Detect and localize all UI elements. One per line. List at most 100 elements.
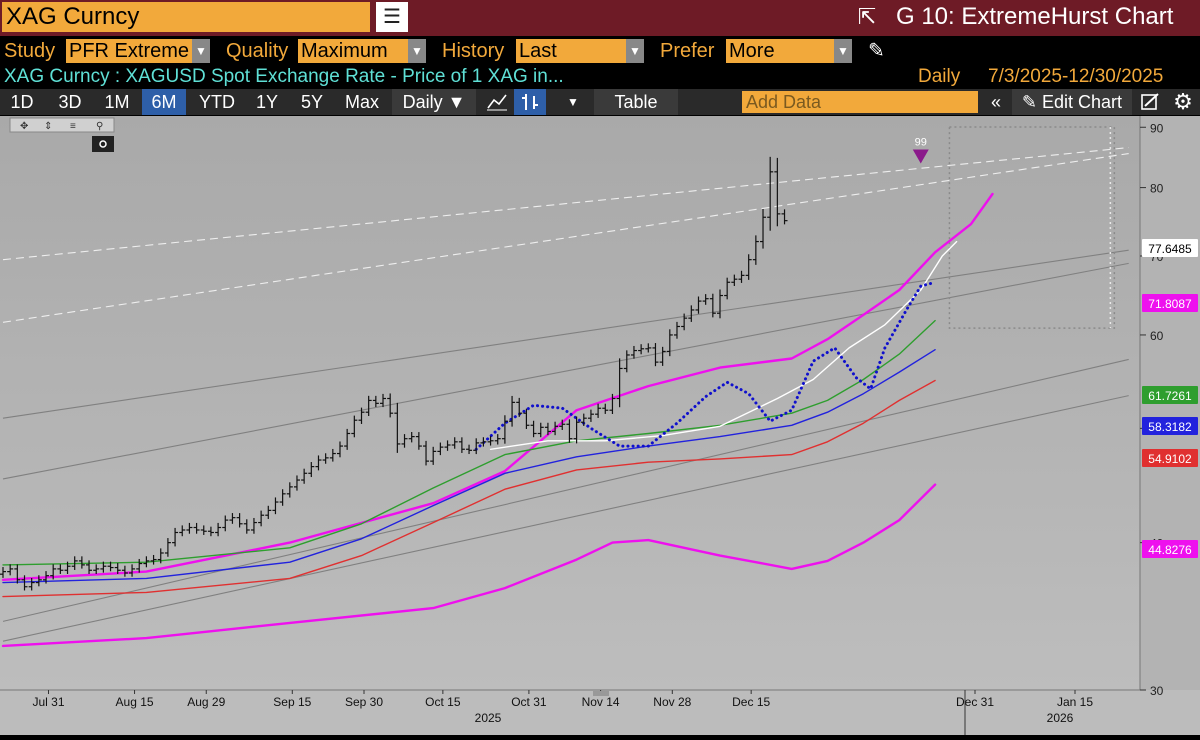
price-label-box xyxy=(1142,449,1198,467)
x-tick-label: Dec 31 xyxy=(956,695,994,709)
frequency-dropdown[interactable]: Daily ▼ xyxy=(392,89,476,115)
x-tick-label: Sep 15 xyxy=(273,695,311,709)
price-label: 71.8087 xyxy=(1148,297,1192,311)
price-chart: 993040506070809077.648571.808761.726158.… xyxy=(0,116,1200,735)
study-line-6 xyxy=(474,280,937,451)
trendline-1 xyxy=(2,152,1129,323)
x-scroll-handle[interactable] xyxy=(593,691,609,696)
x-tick-label: Oct 31 xyxy=(511,695,547,709)
x-tick-label: Jul 31 xyxy=(32,695,64,709)
trendline-2 xyxy=(2,249,1129,419)
x-axis-background xyxy=(0,690,1200,735)
security-input[interactable]: XAG Curncy xyxy=(2,2,370,32)
security-description: XAG Curncy : XAGUSD Spot Exchange Rate -… xyxy=(4,66,564,87)
period-3d[interactable]: 3D xyxy=(58,92,82,112)
price-label: 58.3182 xyxy=(1148,420,1192,434)
double-chevron-left-icon[interactable]: « xyxy=(990,92,1001,112)
chart-layers: 993040506070809077.648571.808761.726158.… xyxy=(0,116,1198,735)
trendline-5 xyxy=(2,395,1129,642)
year-label: 2026 xyxy=(1047,711,1074,725)
study-controls: Study PFR Extreme ▼ Quality Maximum ▼ Hi… xyxy=(0,37,1200,65)
zoom-toolbox: ✥ ⇕ ≡ ⚲ xyxy=(9,117,115,152)
frequency-label: Daily xyxy=(918,66,961,87)
period-5y[interactable]: 5Y xyxy=(300,92,324,112)
x-tick-label: Nov 28 xyxy=(653,695,691,709)
x-tick-label: Jan 15 xyxy=(1057,695,1093,709)
period-ytd[interactable]: YTD xyxy=(199,92,235,112)
y-tick-label: 80 xyxy=(1150,182,1164,196)
x-tick-label: Oct 15 xyxy=(425,695,461,709)
security-description-row: XAG Curncy : XAGUSD Spot Exchange Rate -… xyxy=(0,65,1200,89)
study-line-4 xyxy=(2,379,936,598)
period-1m[interactable]: 1M xyxy=(104,92,130,112)
annotate-icon[interactable] xyxy=(1136,89,1164,115)
history-dropdown[interactable]: Last xyxy=(516,39,626,63)
chevron-down-icon[interactable]: ▼ xyxy=(192,39,210,63)
study-line-3 xyxy=(2,348,936,584)
add-data-input[interactable]: Add Data xyxy=(742,91,978,113)
trendline-0 xyxy=(2,147,1129,261)
trendline-4 xyxy=(2,358,1129,622)
extreme-marker-icon xyxy=(912,149,929,164)
list-icon[interactable]: ≡ xyxy=(70,121,76,132)
period-max[interactable]: Max xyxy=(344,92,379,112)
chart-area: 993040506070809077.648571.808761.726158.… xyxy=(0,116,1200,735)
price-label-box xyxy=(1142,540,1198,558)
edit-chart-button[interactable]: ✎ Edit Chart xyxy=(1012,89,1132,115)
extreme-marker-label: 99 xyxy=(915,137,927,149)
study-line-2 xyxy=(2,319,936,566)
x-tick-label: Aug 29 xyxy=(187,695,225,709)
price-label: 44.8276 xyxy=(1148,543,1192,557)
period-1d[interactable]: 1D xyxy=(10,92,34,112)
chevron-down-icon[interactable]: ▼ xyxy=(408,39,426,63)
y-tick-label: 90 xyxy=(1150,121,1164,135)
year-label: 2025 xyxy=(475,711,502,725)
edit-chart-label: Edit Chart xyxy=(1042,92,1123,112)
quality-dropdown[interactable]: Maximum xyxy=(298,39,408,63)
pencil-icon: ✎ xyxy=(1021,92,1043,112)
ohlc-bar-icon[interactable] xyxy=(514,89,546,115)
y-tick-label: 60 xyxy=(1150,329,1164,343)
gear-icon[interactable]: ⚙ xyxy=(1173,89,1193,114)
popout-icon[interactable]: ⇱ xyxy=(857,4,877,29)
chevron-down-icon[interactable]: ▼ xyxy=(567,95,579,109)
price-label-box xyxy=(1142,294,1198,312)
chart-toolbar: 1D 3D 1M 6M YTD 1Y 5Y Max Daily ▼ ▼ Tabl… xyxy=(0,89,1200,115)
header-bar: XAG Curncy ☰ ⇱ G 10: ExtremeHurst Chart xyxy=(0,0,1200,36)
price-label: 77.6485 xyxy=(1148,242,1192,256)
selection-box xyxy=(948,126,1116,329)
date-range[interactable]: 7/3/2025-12/30/2025 xyxy=(988,66,1164,87)
pencil-icon[interactable]: ✎ xyxy=(868,40,885,62)
study-line-1 xyxy=(1,483,937,648)
plot-background xyxy=(0,116,1140,690)
chevron-down-icon[interactable]: ▼ xyxy=(834,39,852,63)
study-label: Study xyxy=(4,40,56,62)
quality-label: Quality xyxy=(226,40,289,62)
zoom-icon[interactable]: ⚲ xyxy=(96,121,103,132)
x-tick-label: Aug 15 xyxy=(116,695,154,709)
y-tick-label: 30 xyxy=(1150,684,1164,698)
trendline-3 xyxy=(2,262,1129,480)
study-line-0 xyxy=(1,192,994,581)
x-tick-label: Sep 30 xyxy=(345,695,383,709)
price-label: 61.7261 xyxy=(1148,389,1192,403)
prefer-dropdown[interactable]: More xyxy=(726,39,834,63)
line-chart-icon[interactable] xyxy=(482,89,512,115)
table-button[interactable]: Table xyxy=(594,89,678,115)
period-6m[interactable]: 6M xyxy=(142,89,186,115)
x-tick-label: Dec 15 xyxy=(732,695,770,709)
period-1y[interactable]: 1Y xyxy=(255,92,279,112)
study-dropdown[interactable]: PFR Extreme xyxy=(66,39,192,63)
price-label-box xyxy=(1142,239,1198,257)
price-label: 54.9102 xyxy=(1148,452,1192,466)
price-label-box xyxy=(1142,417,1198,435)
pan-icon[interactable]: ✥ xyxy=(20,121,28,132)
menu-icon[interactable]: ☰ xyxy=(376,2,408,32)
camera-icon[interactable] xyxy=(92,136,114,152)
price-label-box xyxy=(1142,386,1198,404)
history-label: History xyxy=(442,40,505,62)
x-tick-label: Nov 14 xyxy=(582,695,620,709)
move-icon[interactable]: ⇕ xyxy=(44,121,52,132)
chevron-down-icon[interactable]: ▼ xyxy=(626,39,644,63)
window-title: G 10: ExtremeHurst Chart xyxy=(896,3,1174,30)
